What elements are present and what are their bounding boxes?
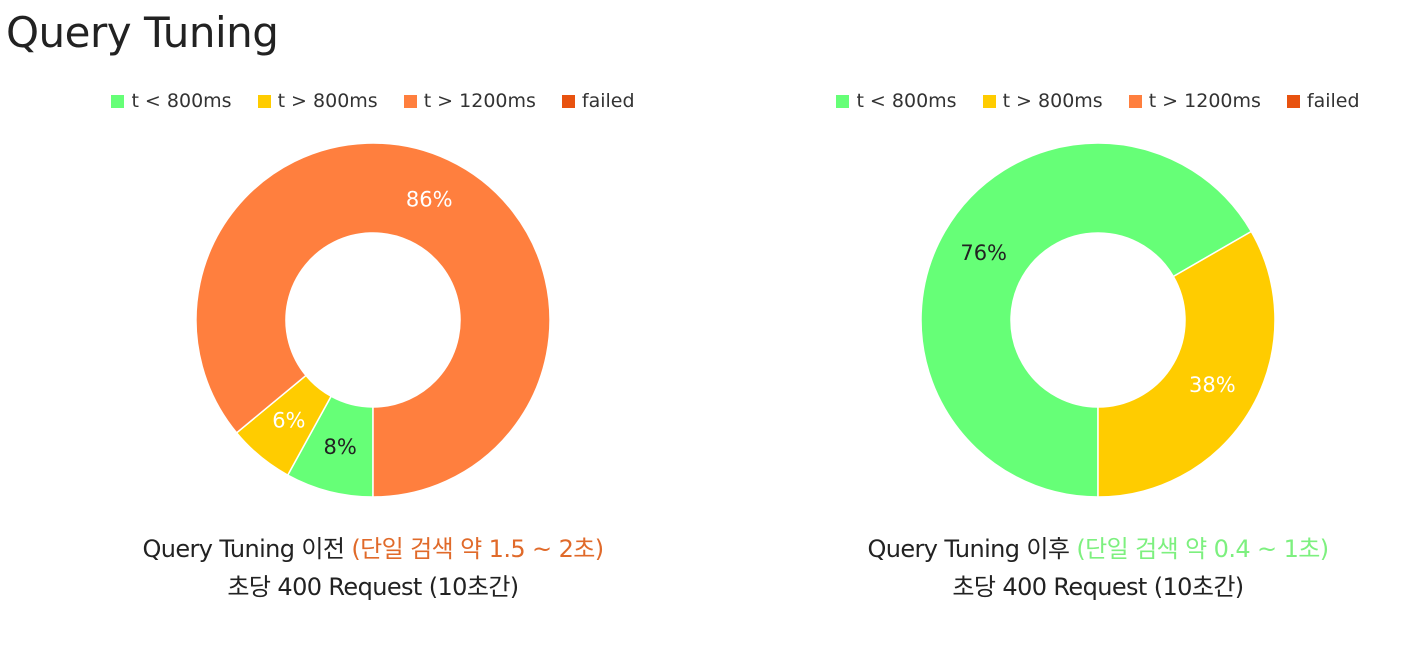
legend-item-failed: failed xyxy=(1286,90,1360,112)
legend-label: t > 800ms xyxy=(1002,90,1103,112)
legend-label: t > 1200ms xyxy=(1148,90,1261,112)
donut-chart: 76% 38% xyxy=(920,142,1276,498)
slice-data-label: 86% xyxy=(406,188,453,212)
page-title: Query Tuning xyxy=(6,8,279,57)
caption-line-1: Query Tuning 이후 (단일 검색 약 0.4 ~ 1초) xyxy=(818,530,1378,568)
slice-data-label: 76% xyxy=(960,241,1007,265)
donut-slice-t-800ms xyxy=(920,142,1253,498)
legend-item-t-800ms: t < 800ms xyxy=(111,90,232,112)
chart-before-panel: t < 800ms t > 800ms t > 1200ms failed 8% 6% 8… xyxy=(93,80,653,640)
caption-highlight: (단일 검색 약 0.4 ~ 1초) xyxy=(1076,535,1329,563)
chart-after-panel: t < 800ms t > 800ms t > 1200ms failed 76% 38… xyxy=(818,80,1378,640)
legend-label: t < 800ms xyxy=(131,90,232,112)
caption-line-1: Query Tuning 이전 (단일 검색 약 1.5 ~ 2초) xyxy=(93,530,653,568)
donut-slice-t-800ms xyxy=(1097,230,1276,498)
slice-data-label: 8% xyxy=(324,435,357,459)
legend-item-t-800ms: t > 800ms xyxy=(257,90,378,112)
caption-line-2: 초당 400 Request (10초간) xyxy=(227,573,519,602)
legend-label: t > 1200ms xyxy=(423,90,536,112)
legend-swatch xyxy=(403,94,417,108)
donut-chart: 8% 6% 86% xyxy=(195,142,551,498)
legend-label: failed xyxy=(581,90,635,112)
chart-legend: t < 800ms t > 800ms t > 1200ms failed xyxy=(93,90,653,112)
chart-legend: t < 800ms t > 800ms t > 1200ms failed xyxy=(818,90,1378,112)
legend-item-t-1200ms: t > 1200ms xyxy=(1128,90,1261,112)
caption-prefix: Query Tuning 이전 xyxy=(142,535,352,563)
legend-swatch xyxy=(111,94,125,108)
legend-swatch xyxy=(257,94,271,108)
caption-highlight: (단일 검색 약 1.5 ~ 2초) xyxy=(351,535,604,563)
chart-caption: Query Tuning 이후 (단일 검색 약 0.4 ~ 1초) 초당 40… xyxy=(818,530,1378,607)
legend-item-failed: failed xyxy=(561,90,635,112)
legend-swatch xyxy=(836,94,850,108)
legend-swatch xyxy=(982,94,996,108)
donut-slice-t-1200ms xyxy=(195,142,551,498)
legend-swatch xyxy=(1128,94,1142,108)
slice-data-label: 6% xyxy=(272,409,305,433)
legend-swatch xyxy=(1286,94,1300,108)
legend-swatch xyxy=(561,94,575,108)
slice-data-label: 38% xyxy=(1189,373,1236,397)
legend-label: failed xyxy=(1306,90,1360,112)
legend-label: t > 800ms xyxy=(277,90,378,112)
legend-item-t-800ms: t > 800ms xyxy=(982,90,1103,112)
caption-prefix: Query Tuning 이후 xyxy=(867,535,1077,563)
legend-item-t-1200ms: t > 1200ms xyxy=(403,90,536,112)
legend-label: t < 800ms xyxy=(856,90,957,112)
chart-caption: Query Tuning 이전 (단일 검색 약 1.5 ~ 2초) 초당 40… xyxy=(93,530,653,607)
legend-item-t-800ms: t < 800ms xyxy=(836,90,957,112)
caption-line-2: 초당 400 Request (10초간) xyxy=(952,573,1244,602)
